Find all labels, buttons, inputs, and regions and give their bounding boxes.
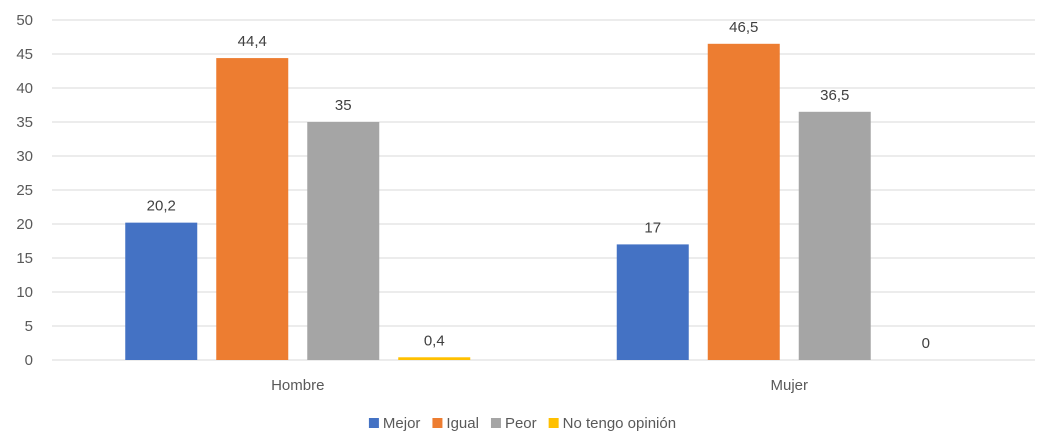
y-tick-label: 50: [16, 12, 33, 29]
y-tick-label: 45: [16, 46, 33, 63]
legend-swatch: [432, 418, 443, 428]
bar-mujer-2: [798, 111, 871, 360]
bars: [125, 43, 871, 361]
y-tick-label: 5: [25, 318, 33, 335]
y-tick-label: 10: [16, 284, 33, 301]
x-category-label: Mujer: [770, 377, 808, 394]
bar-hombre-2: [307, 122, 380, 360]
y-tick-label: 30: [16, 148, 33, 165]
y-tick-label: 25: [16, 182, 33, 199]
data-label: 35: [335, 97, 352, 114]
legend-label: Igual: [446, 415, 479, 432]
legend-item: Igual: [432, 415, 479, 432]
bar-mujer-1: [707, 43, 780, 361]
y-tick-label: 35: [16, 114, 33, 131]
y-tick-label: 15: [16, 250, 33, 267]
legend-swatch: [368, 418, 379, 428]
legend-item: No tengo opinión: [548, 415, 676, 432]
legend-item: Peor: [490, 415, 537, 432]
x-axis-categories: Hombre Mujer: [271, 377, 808, 394]
legend-label: Peor: [505, 415, 537, 432]
y-tick-label: 0: [25, 352, 33, 369]
legend-label: No tengo opinión: [563, 415, 676, 432]
data-label: 46,5: [729, 19, 758, 36]
data-label: 20,2: [147, 198, 176, 215]
legend-label: Mejor: [383, 415, 421, 432]
data-labels: 20,2 44,4 35 0,4 17 46,5 36,5 0: [147, 19, 930, 352]
y-tick-label: 20: [16, 216, 33, 233]
x-category-label: Hombre: [271, 377, 324, 394]
data-label: 44,4: [238, 33, 267, 50]
legend-swatch: [548, 418, 559, 428]
gridlines: [52, 19, 1035, 361]
bar-mujer-0: [616, 244, 689, 360]
data-label: 36,5: [820, 87, 849, 104]
legend-swatch: [490, 418, 501, 428]
y-tick-label: 40: [16, 80, 33, 97]
bar-hombre-1: [216, 58, 289, 361]
y-axis-ticks: 0 5 10 15 20 25 30 35 40 45 50: [16, 12, 33, 369]
legend-item: Mejor: [368, 415, 421, 432]
data-label: 0: [922, 335, 930, 352]
legend: Mejor Igual Peor No tengo opinión: [368, 415, 676, 432]
bar-hombre-3: [398, 357, 471, 360]
data-label: 17: [644, 219, 661, 236]
bar-hombre-0: [125, 222, 198, 360]
data-label: 0,4: [424, 332, 445, 349]
